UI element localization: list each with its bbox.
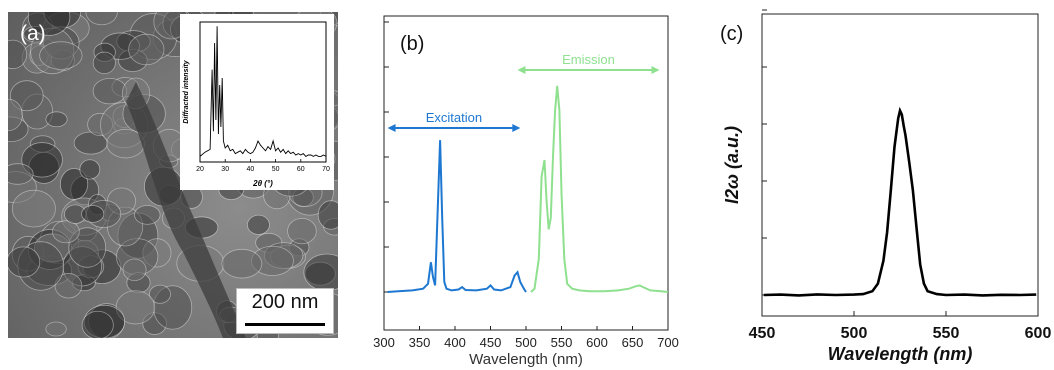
inset-x-tick-label: 50 bbox=[272, 166, 280, 173]
nanoparticle bbox=[21, 142, 63, 178]
inset-y-label: Diffracted intensity bbox=[183, 59, 190, 123]
nanoparticle bbox=[303, 253, 338, 292]
nanoparticle bbox=[45, 111, 68, 128]
nanoparticle bbox=[68, 227, 107, 268]
arrow-head-right-icon bbox=[651, 66, 660, 74]
scale-bar: 200 nm bbox=[236, 288, 334, 334]
x-axis-label-c: Wavelength (nm) bbox=[828, 344, 973, 364]
x-tick-label-c: 450 bbox=[749, 325, 776, 342]
shg-spectrum-line bbox=[763, 106, 1037, 297]
x-tick-label-b: 550 bbox=[551, 335, 573, 350]
x-tick-label-b: 300 bbox=[373, 335, 395, 350]
nanoparticle bbox=[9, 80, 44, 112]
inset-x-tick-label: 40 bbox=[247, 166, 255, 173]
xrd-pattern-line bbox=[199, 26, 327, 157]
y-ticks-c bbox=[762, 9, 767, 296]
inset-x-tick-label: 30 bbox=[221, 166, 229, 173]
x-tick-label-c: 500 bbox=[841, 325, 868, 342]
shg-spectrum-chart: (c) 450 500 550 600 I2ω (a.u.) Wavelength (… bbox=[720, 9, 1052, 364]
nanoparticle bbox=[52, 220, 80, 244]
nanoparticle bbox=[8, 246, 41, 278]
xrd-inset-chart: Diffracted intensity 2θ (°) 20 30 40 50 60 70 bbox=[183, 21, 330, 188]
nanoparticle bbox=[115, 290, 156, 325]
x-tick-label-b: 700 bbox=[657, 335, 679, 350]
nanoparticle bbox=[148, 284, 171, 304]
inset-x-label: 2θ (°) bbox=[252, 179, 273, 188]
y-ticks-b bbox=[384, 21, 389, 293]
nanoparticle bbox=[11, 189, 56, 228]
nanoparticle bbox=[287, 217, 317, 245]
x-tick-label-c: 550 bbox=[933, 325, 960, 342]
nanoparticle bbox=[246, 214, 270, 235]
x-tick-label-b: 500 bbox=[515, 335, 537, 350]
x-tick-label-b: 450 bbox=[480, 335, 502, 350]
nanoparticle bbox=[39, 41, 83, 70]
nanoparticle bbox=[81, 205, 105, 223]
x-tick-label-c: 600 bbox=[1025, 325, 1052, 342]
nanoparticle bbox=[27, 12, 71, 36]
x-tick-label-b: 400 bbox=[444, 335, 466, 350]
inset-x-tick-label: 60 bbox=[297, 166, 305, 173]
nanoparticle bbox=[8, 39, 28, 70]
nanoparticle bbox=[92, 51, 116, 75]
x-tick-label-b: 600 bbox=[586, 335, 608, 350]
inset-x-tick-label: 20 bbox=[196, 166, 204, 173]
scale-bar-line bbox=[245, 323, 325, 326]
excitation-emission-chart: (b) 300 350 400 450 500 550 600 650 700 Excitati… bbox=[373, 15, 679, 368]
annotation-label: Excitation bbox=[426, 110, 482, 125]
plot-frame-b bbox=[383, 15, 669, 331]
nanoparticle bbox=[8, 163, 34, 185]
panel-b-label: (b) bbox=[400, 33, 424, 55]
nanoparticle bbox=[317, 200, 338, 230]
x-axis-label-b: Wavelength (nm) bbox=[469, 351, 583, 368]
nanoparticle bbox=[134, 205, 161, 225]
arrow-head-right-icon bbox=[512, 124, 521, 132]
annotation-label: Emission bbox=[562, 52, 615, 67]
nanoparticle bbox=[79, 159, 101, 180]
inset-x-tick-label: 70 bbox=[322, 166, 330, 173]
xrd-inset: Diffracted intensity 2θ (°) 20 30 40 50 60 70 bbox=[180, 14, 334, 190]
nanoparticle bbox=[128, 33, 165, 66]
arrow-head-left-icon bbox=[387, 124, 396, 132]
plot-frame-c bbox=[761, 13, 1039, 317]
emission-spectrum-line bbox=[530, 85, 669, 293]
panel-a-label: (a) bbox=[20, 22, 46, 45]
scale-bar-label: 200 nm bbox=[251, 291, 319, 313]
excitation-spectrum-line bbox=[387, 140, 527, 293]
nanoparticle bbox=[8, 98, 23, 132]
x-tick-label-b: 650 bbox=[622, 335, 644, 350]
nanoparticle bbox=[45, 321, 67, 337]
nanoparticle bbox=[81, 310, 114, 338]
arrow-head-left-icon bbox=[517, 66, 526, 74]
nanowire bbox=[126, 82, 246, 338]
nanoparticle bbox=[54, 273, 83, 299]
panel-c-label: (c) bbox=[720, 23, 743, 45]
nanoparticle bbox=[85, 12, 118, 26]
nanoparticle bbox=[221, 248, 263, 279]
inset-plot-frame bbox=[199, 21, 327, 163]
x-tick-label-b: 350 bbox=[409, 335, 431, 350]
y-axis-label-c: I2ω (a.u.) bbox=[722, 126, 742, 204]
tem-image-panel: (a) Diffracted intensity 2θ (°) 20 30 40 50… bbox=[8, 12, 338, 338]
nanoparticle bbox=[122, 258, 147, 282]
nanoparticle bbox=[92, 77, 128, 105]
